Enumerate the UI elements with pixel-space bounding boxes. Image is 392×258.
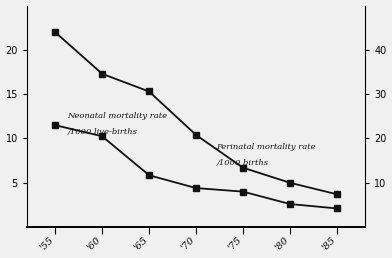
- Text: Perinatal mortality rate: Perinatal mortality rate: [216, 143, 316, 151]
- Text: /1000 births: /1000 births: [216, 159, 268, 167]
- Text: /1000 live-births: /1000 live-births: [67, 128, 138, 136]
- Text: Neonatal mortality rate: Neonatal mortality rate: [67, 112, 168, 120]
